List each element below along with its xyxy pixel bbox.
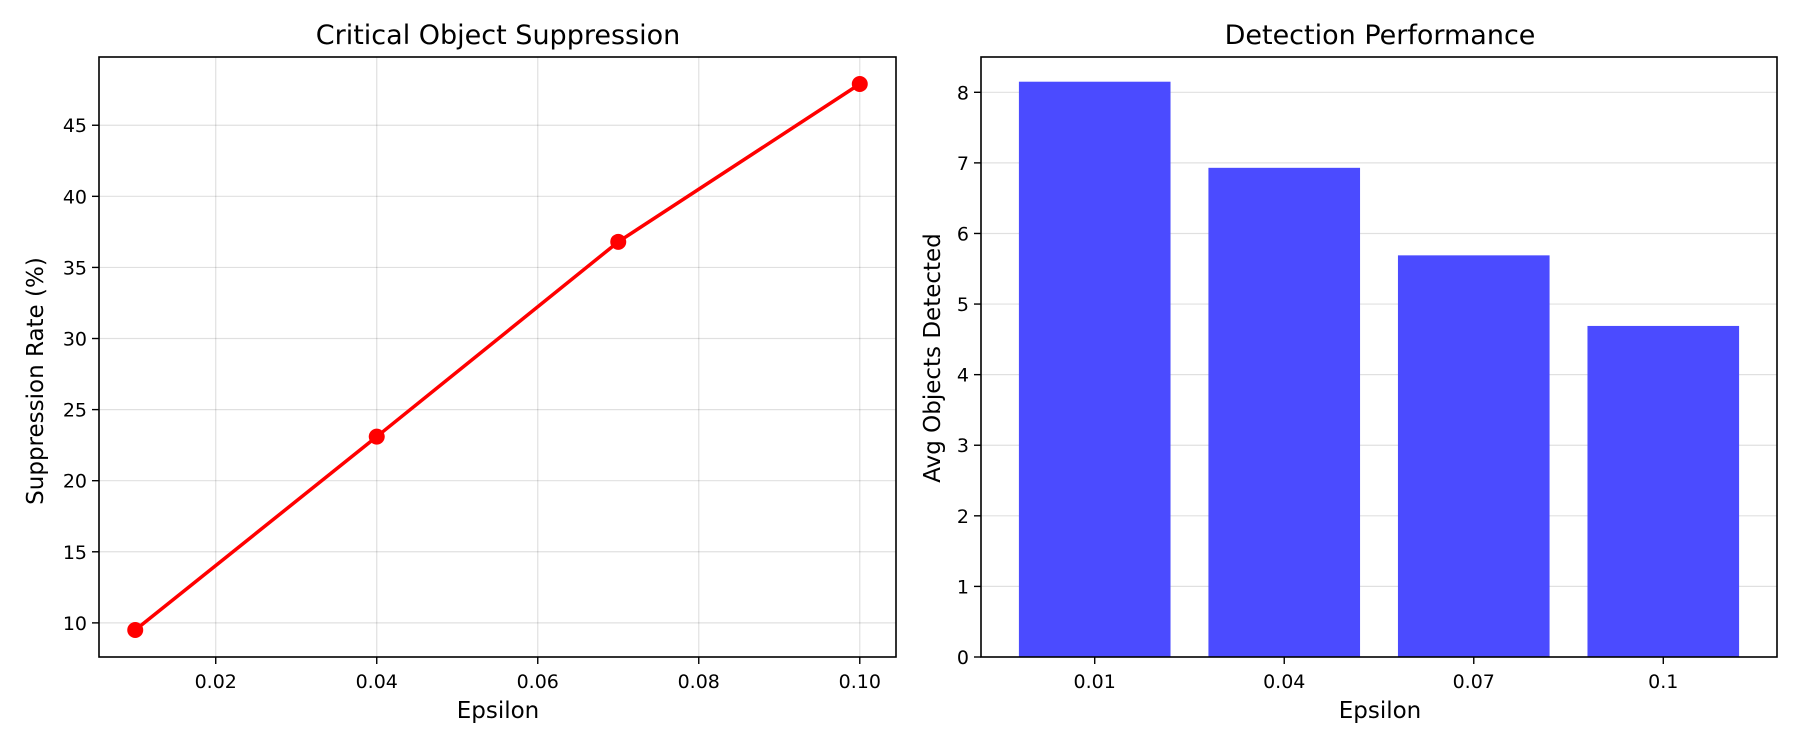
x-axis-label: Epsilon (1339, 698, 1422, 724)
data-point (127, 621, 144, 638)
bar (1587, 325, 1740, 657)
x-axis-label: Epsilon (457, 698, 540, 724)
bar (1208, 167, 1361, 657)
chart-title: Critical Object Suppression (316, 20, 680, 51)
x-tick-label: 0.02 (195, 671, 237, 693)
y-tick-label: 35 (63, 257, 87, 279)
data-point (368, 428, 385, 445)
y-tick-label: 8 (957, 82, 969, 104)
x-tick-label: 0.04 (1263, 671, 1305, 693)
y-tick-label: 3 (957, 435, 969, 457)
plot-frame (98, 56, 897, 658)
y-tick-label: 1 (957, 576, 969, 598)
y-tick-label: 15 (63, 542, 87, 564)
y-tick-label: 20 (63, 471, 87, 493)
y-tick-label: 25 (63, 400, 87, 422)
x-tick-label: 0.10 (839, 671, 881, 693)
data-point (610, 233, 627, 250)
y-axis-label: Avg Objects Detected (920, 233, 946, 483)
plot-frame (980, 56, 1778, 658)
chart-title: Detection Performance (1225, 20, 1536, 51)
y-tick-label: 6 (957, 223, 969, 245)
y-axis-label: Suppression Rate (%) (23, 257, 49, 505)
x-tick-label: 0.07 (1453, 671, 1495, 693)
series-line (134, 82, 861, 632)
bar (1397, 255, 1550, 657)
x-tick-label: 0.1 (1648, 671, 1678, 693)
y-tick-label: 2 (957, 506, 969, 528)
detection-bar-chart: Detection Performance Epsilon Avg Object… (920, 20, 1778, 724)
x-tick-label: 0.08 (678, 671, 720, 693)
y-tick-label: 5 (957, 294, 969, 316)
x-tick-label: 0.06 (517, 671, 559, 693)
y-tick-label: 4 (957, 365, 969, 387)
y-tick-label: 45 (63, 115, 87, 137)
suppression-line-chart: Critical Object Suppression Epsilon Supp… (23, 20, 897, 724)
data-point (851, 76, 868, 93)
x-tick-label: 0.01 (1074, 671, 1116, 693)
x-tick-label: 0.04 (356, 671, 398, 693)
y-tick-label: 7 (957, 153, 969, 175)
y-tick-label: 40 (63, 186, 87, 208)
y-tick-label: 10 (63, 613, 87, 635)
y-tick-label: 30 (63, 329, 87, 351)
bar (1018, 81, 1171, 658)
y-tick-label: 0 (957, 647, 969, 669)
